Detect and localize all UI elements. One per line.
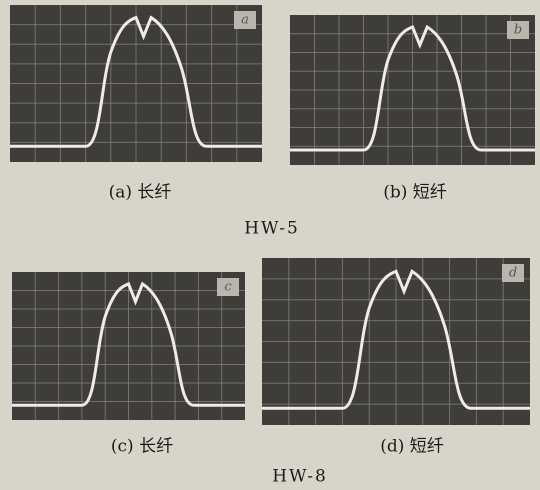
panel-tag: a xyxy=(241,13,249,28)
oscillogram: c xyxy=(12,272,245,420)
oscillogram: d xyxy=(262,258,530,425)
trace xyxy=(10,15,262,148)
panel-caption: (d) 短纤 xyxy=(380,437,444,457)
panel-caption: (c) 长纤 xyxy=(111,437,173,457)
tag-box xyxy=(217,278,239,296)
tag-box xyxy=(502,264,524,282)
panel-tag: d xyxy=(509,266,517,281)
panel-tag: c xyxy=(224,280,232,295)
tag-box xyxy=(507,21,529,39)
trace xyxy=(12,281,245,407)
trace xyxy=(262,269,530,410)
oscillogram: a xyxy=(10,5,262,162)
trace xyxy=(290,24,535,152)
group-label: HW-5 xyxy=(244,219,300,239)
oscillogram: b xyxy=(290,15,535,165)
panel-caption: (b) 短纤 xyxy=(383,183,447,203)
panel-caption: (a) 长纤 xyxy=(109,183,172,203)
group-label: HW-8 xyxy=(272,467,328,487)
panel-tag: b xyxy=(514,23,522,38)
tag-box xyxy=(234,11,256,29)
